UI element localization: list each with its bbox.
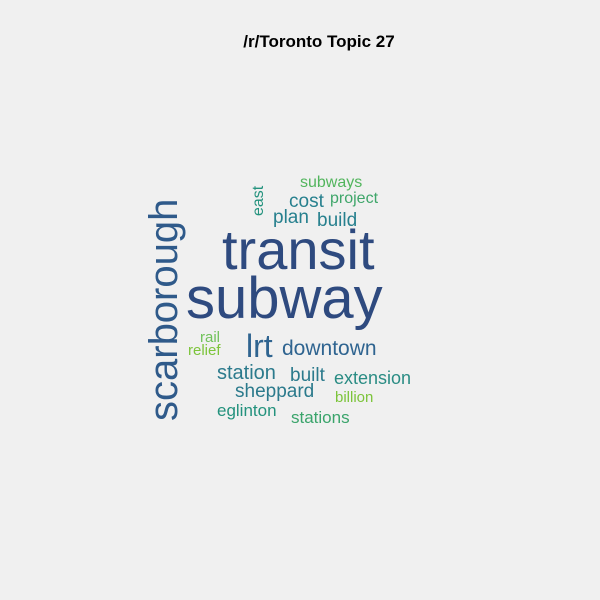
word-east: east [250, 185, 267, 216]
word-extension: extension [334, 368, 412, 388]
word-rail: rail [200, 329, 221, 346]
word-transit: transit [222, 218, 375, 281]
word-stations: stations [291, 408, 350, 427]
word-scarborough: scarborough [142, 198, 186, 421]
word-cost: cost [289, 191, 324, 212]
word-relief: relief [188, 342, 221, 359]
word-sheppard: sheppard [235, 381, 315, 402]
word-plan: plan [273, 207, 309, 228]
word-project: project [330, 190, 379, 207]
word-billion: billion [335, 389, 374, 406]
word-build: build [317, 210, 358, 231]
word-station: station [217, 362, 276, 384]
chart-title: /r/Toronto Topic 27 [243, 32, 395, 51]
word-eglinton: eglinton [217, 401, 277, 420]
word-built: built [290, 365, 325, 386]
word-downtown: downtown [282, 337, 377, 360]
word-lrt: lrt [246, 328, 273, 364]
word-subway: subway [186, 266, 383, 331]
word-subways: subways [300, 174, 363, 191]
